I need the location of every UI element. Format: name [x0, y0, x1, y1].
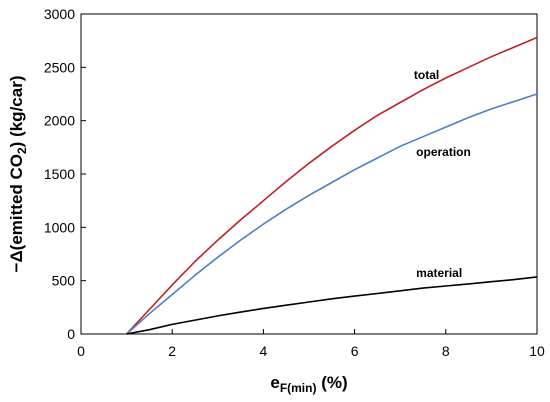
series-line-total	[126, 36, 538, 335]
series-line-material	[126, 276, 538, 335]
x-tick-label: 4	[260, 343, 268, 359]
y-tick-label: 500	[52, 273, 76, 289]
y-axis-label: −Δ(emitted CO2) (kg/car)	[7, 76, 29, 273]
annotation-operation: operation	[416, 145, 471, 159]
x-tick-label: 10	[529, 343, 545, 359]
y-axis-ticks: 0 500 1000 1500 2000 2500 3000	[44, 6, 86, 342]
series-annotations: total operation material	[414, 68, 471, 280]
x-tick-label: 0	[77, 343, 85, 359]
series-lines	[126, 36, 538, 335]
x-tick-label: 6	[351, 343, 359, 359]
plot-area	[80, 13, 538, 335]
y-tick-label: 2000	[44, 113, 75, 129]
x-tick-label: 8	[442, 343, 450, 359]
y-tick-label: 0	[67, 326, 75, 342]
series-line-operation	[126, 93, 538, 335]
y-tick-label: 1000	[44, 219, 75, 235]
x-tick-label: 2	[168, 343, 176, 359]
y-tick-label: 2500	[44, 59, 75, 75]
y-tick-label: 1500	[44, 166, 75, 182]
y-tick-label: 3000	[44, 6, 75, 22]
x-axis-ticks: 0 2 4 6 8 10	[77, 329, 545, 359]
x-axis-label: eF(min) (%)	[270, 373, 347, 395]
annotation-total: total	[414, 68, 439, 82]
annotation-material: material	[416, 266, 462, 280]
